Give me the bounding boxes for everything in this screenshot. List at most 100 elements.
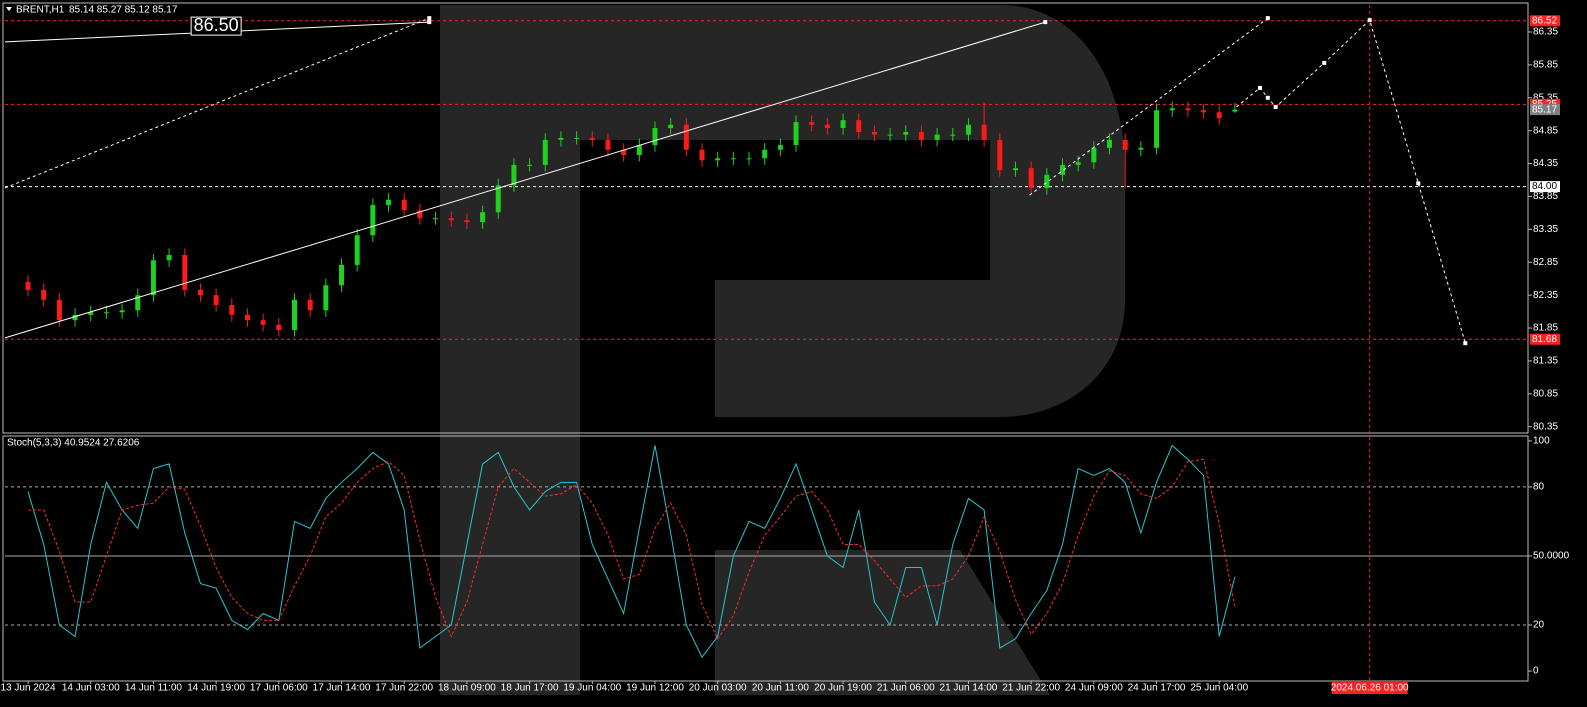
candle-body	[41, 289, 47, 300]
candle-body	[527, 164, 533, 166]
x-tick-label: 19 Jun 04:00	[563, 683, 621, 694]
candle-body	[1154, 110, 1160, 148]
candle-body	[981, 124, 987, 140]
candle-body	[1028, 168, 1034, 188]
trend-line	[1029, 17, 1269, 196]
candle-body	[918, 131, 924, 140]
candle-body	[621, 149, 627, 156]
candle-body	[1122, 139, 1128, 150]
current-price-tag	[1530, 104, 1560, 116]
time-marker-tag	[1331, 682, 1408, 694]
y-tick-label: 100	[1533, 436, 1550, 447]
candle-body	[1232, 109, 1238, 112]
y-tick-label: 86.35	[1533, 27, 1558, 38]
candle-body	[56, 299, 62, 321]
x-tick-label: 20 Jun 19:00	[814, 683, 872, 694]
x-tick-label: 17 Jun 22:00	[375, 683, 433, 694]
x-tick-label: 19 Jun 12:00	[626, 683, 684, 694]
candle-body	[1169, 108, 1175, 111]
candle-body	[511, 164, 517, 186]
anchor-point	[1265, 16, 1270, 21]
watermark	[440, 5, 1125, 695]
anchor-point	[1463, 341, 1468, 346]
x-tick-label: 21 Jun 06:00	[877, 683, 935, 694]
level-tag	[1530, 181, 1560, 193]
candle-body	[213, 295, 219, 306]
candle-body	[605, 139, 611, 150]
candle-body	[1185, 108, 1191, 111]
candle-body	[1216, 112, 1222, 119]
candle-body	[558, 137, 564, 140]
y-tick-label: 80	[1533, 482, 1545, 493]
y-tick-label: 20	[1533, 620, 1545, 631]
candle-body	[1201, 110, 1207, 113]
candle-body	[777, 145, 783, 150]
candle-body	[307, 299, 313, 311]
anchor-point	[427, 20, 432, 25]
level-label: 81.68	[1532, 334, 1557, 345]
candle-body	[871, 131, 877, 135]
level-label: 84.00	[1532, 181, 1557, 192]
current-price-label: 85.17	[1532, 104, 1557, 115]
candle-body	[244, 314, 250, 321]
y-tick-label: 84.35	[1533, 158, 1558, 169]
x-tick-label: 25 Jun 04:00	[1190, 683, 1248, 694]
x-tick-label: 24 Jun 17:00	[1128, 683, 1186, 694]
anchor-point	[1273, 104, 1278, 109]
anchor-point	[1367, 18, 1372, 23]
candle-body	[1138, 147, 1144, 150]
candle-body	[762, 149, 768, 159]
stoch-panel-frame	[2, 435, 1529, 682]
anchor-point	[1265, 95, 1270, 100]
candle-body	[934, 134, 940, 140]
candle-body	[150, 260, 156, 296]
level-tag	[1530, 15, 1560, 27]
y-tick-label: 85.85	[1533, 60, 1558, 71]
candle-body	[793, 122, 799, 146]
candle-body	[1059, 164, 1065, 175]
x-tick-label: 14 Jun 19:00	[187, 683, 245, 694]
trend-line	[4, 17, 430, 189]
anchor-point	[1416, 181, 1421, 186]
anchor-point	[1043, 20, 1048, 25]
candle-body	[715, 158, 721, 161]
x-tick-label: 21 Jun 22:00	[1002, 683, 1060, 694]
candle-body	[699, 149, 705, 161]
candle-body	[589, 137, 595, 140]
y-tick-label: 82.35	[1533, 290, 1558, 301]
x-tick-label: 17 Jun 14:00	[313, 683, 371, 694]
candle-body	[903, 131, 909, 135]
candle-body	[88, 312, 94, 315]
y-tick-label: 83.85	[1533, 191, 1558, 202]
candle-body	[323, 285, 329, 311]
x-tick-label: 14 Jun 11:00	[125, 683, 183, 694]
candle-body	[433, 218, 439, 220]
y-tick-label: 81.35	[1533, 356, 1558, 367]
candle-body	[166, 255, 172, 261]
candle-body	[276, 324, 282, 331]
line-price-box	[190, 16, 242, 36]
time-marker-label: 2024.06.26 01:00	[1331, 683, 1409, 694]
candle-body	[668, 124, 674, 129]
y-tick-label: 82.85	[1533, 257, 1558, 268]
candle-body	[291, 299, 297, 331]
x-tick-label: 17 Jun 06:00	[250, 683, 308, 694]
anchor-point	[427, 16, 432, 21]
y-tick-label: 80.35	[1533, 421, 1558, 432]
candle-body	[636, 145, 642, 156]
candle-body	[25, 281, 31, 290]
candle-body	[1075, 162, 1081, 165]
y-tick-label: 84.85	[1533, 125, 1558, 136]
trend-line	[4, 21, 1046, 339]
candle-body	[856, 120, 862, 132]
candle-body	[119, 310, 125, 313]
candle-body	[480, 212, 486, 223]
x-tick-label: 13 Jun 2024	[1, 683, 56, 694]
y-tick-label: 0	[1533, 666, 1539, 677]
candle-body	[824, 124, 830, 129]
candle-body	[339, 264, 345, 286]
candle-body	[652, 128, 658, 146]
candle-body	[997, 139, 1003, 171]
